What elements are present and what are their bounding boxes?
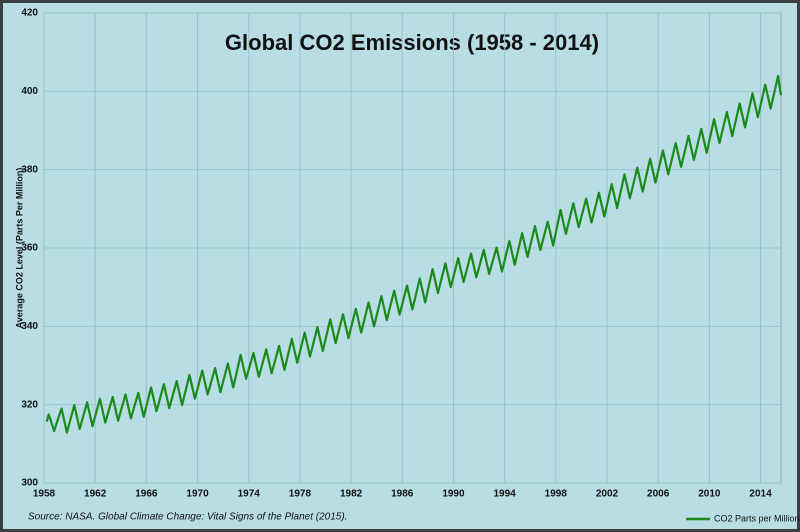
x-tick-label: 1998 (545, 489, 568, 500)
y-tick-label: 300 (21, 478, 38, 489)
y-axis-label: Average CO2 Level (Parts Per Million) (14, 168, 24, 329)
x-tick-label: 1958 (33, 489, 56, 500)
x-tick-label: 1966 (135, 489, 158, 500)
x-tick-label: 2006 (647, 489, 670, 500)
x-tick-label: 1994 (494, 489, 517, 500)
legend-label: CO2 Parts per Million (714, 513, 800, 523)
x-tick-label: 1986 (391, 489, 414, 500)
y-tick-label: 340 (21, 321, 38, 332)
x-tick-label: 1974 (238, 489, 261, 500)
x-tick-label: 1978 (289, 489, 312, 500)
chart-title: Global CO2 Emissions (1958 - 2014) (225, 30, 599, 55)
y-tick-label: 320 (21, 399, 38, 410)
x-tick-label: 1990 (442, 489, 465, 500)
y-tick-label: 420 (21, 8, 38, 19)
y-tick-label: 400 (21, 86, 38, 97)
x-tick-label: 1962 (84, 489, 107, 500)
x-tick-label: 1982 (340, 489, 363, 500)
data-line (45, 74, 783, 434)
x-tick-label: 2002 (596, 489, 619, 500)
x-tick-label: 2014 (749, 489, 772, 500)
y-tick-label: 380 (21, 164, 38, 175)
x-tick-label: 1970 (186, 489, 209, 500)
x-tick-label: 2010 (698, 489, 721, 500)
source-note: Source: NASA. Global Climate Change: Vit… (28, 512, 347, 523)
y-tick-label: 360 (21, 243, 38, 254)
